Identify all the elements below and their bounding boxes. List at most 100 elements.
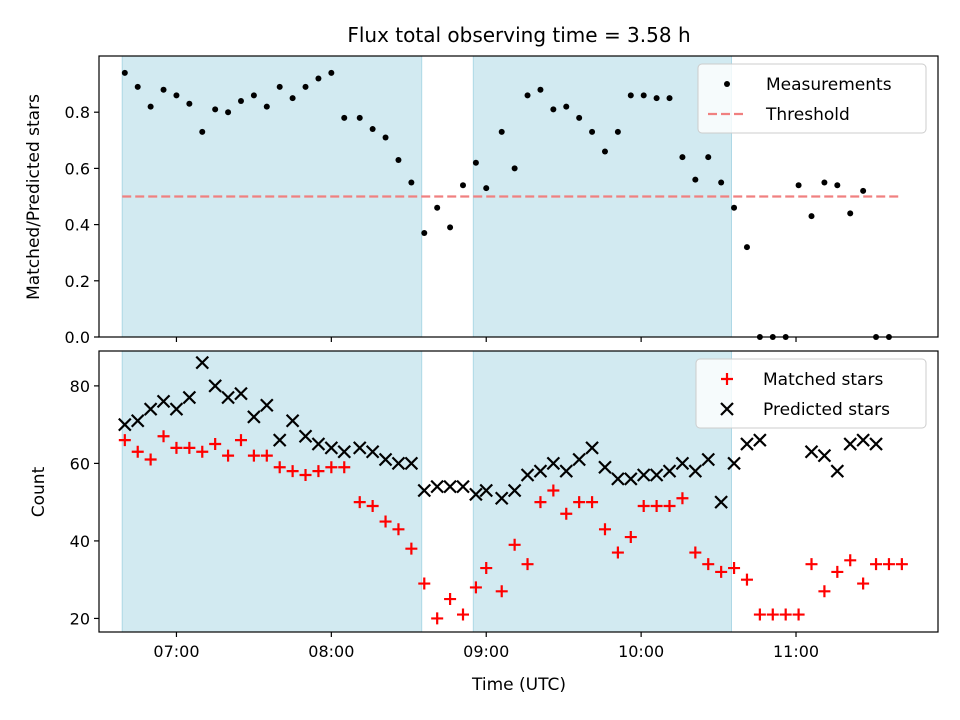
measurement-point [731,204,738,211]
measurement-point [237,97,244,104]
predicted-star-point [391,456,406,471]
matched-star-point [792,608,805,621]
measurement-point [692,176,699,183]
matched-star-point [676,492,689,505]
matched-star-point [234,434,247,447]
measurement-point [315,75,322,82]
matched-star-point [495,585,508,598]
bottom-legend-box [695,358,927,429]
matched-star-point [689,546,702,559]
matched-star-point [418,577,431,590]
matched-star-points [118,430,908,625]
predicted-star-point [156,394,171,409]
matched-star-point [196,445,209,458]
matched-star-point [702,558,715,571]
predicted-star-point [337,444,352,459]
legend-predicted-label: Predicted stars [763,400,890,420]
top-plot-frame [98,55,939,338]
measurement-point [834,182,841,189]
predicted-star-point [479,483,494,498]
x-tick-label: 11:00 [773,642,819,661]
predicted-star-point [740,437,754,451]
measurement-point [212,106,219,113]
predicted-star-point [520,468,535,482]
measurement-point [550,106,557,113]
predicted-star-point [143,402,158,416]
measurement-point [743,244,750,251]
predicted-star-point [378,452,393,467]
measurement-point [589,128,596,135]
top-y-ticks: 0.0 0.2 0.4 0.6 0.8 [65,103,99,347]
measurement-point [498,128,505,135]
matched-star-point [766,608,779,621]
matched-star-point [456,608,469,621]
predicted-star-point [298,429,313,444]
measurement-point [666,95,673,102]
measurement-point [160,86,167,93]
measurement-point [524,92,531,99]
predicted-star-point [688,464,703,478]
predicted-star-point [195,355,210,370]
y-tick-label: 0.8 [65,103,90,122]
x-axis-label: Time (UTC) [471,675,566,695]
measurement-point [576,114,583,121]
matched-star-point [895,558,908,571]
measurement-point [289,95,296,102]
predicted-star-point [260,398,274,413]
predicted-star-point [714,495,728,509]
measurement-point [601,148,608,155]
measurement-point [808,213,815,220]
bottom-y-axis-label: Count [29,466,49,517]
y-tick-label: 0.6 [65,159,90,178]
matched-star-point [131,445,144,458]
matched-star-point [624,531,637,544]
bottom-plot-frame [98,350,939,633]
matched-star-point [144,453,157,466]
matched-star-point [637,500,650,513]
matched-star-point [170,441,183,454]
predicted-star-point [118,417,132,432]
measurement-point [250,92,257,99]
measurement-point [382,134,389,141]
bottom-panel: 20 40 60 80 07:00 08:00 09:00 10:00 11:00 Count… [29,350,939,695]
predicted-star-point [804,444,819,459]
measurement-point [421,230,428,237]
predicted-star-point [701,452,716,467]
measurement-point [341,114,348,121]
predicted-star-point [352,441,367,455]
matched-star-point [818,585,831,598]
x-tick-label: 08:00 [308,642,354,661]
predicted-star-point [311,437,326,451]
predicted-star-point [182,390,197,405]
predicted-star-point [675,456,690,471]
predicted-star-point [753,433,767,447]
matched-star-point [222,449,235,462]
matched-star-point [779,608,792,621]
predicted-star-point [533,464,548,478]
legend-matched-marker [721,373,733,385]
predicted-star-point [221,390,235,405]
matched-star-point [586,496,599,509]
y-tick-label: 0.4 [65,216,90,235]
measurement-point [276,83,283,90]
matched-star-point [405,542,418,555]
measurement-point [847,210,854,217]
matched-star-point [573,496,586,509]
measurement-point [860,187,867,194]
matched-star-point [247,449,260,462]
predicted-star-point [417,483,432,498]
matched-star-point [209,438,222,451]
predicted-star-point [404,456,419,471]
y-tick-label: 60 [70,454,90,473]
y-tick-label: 80 [70,377,90,396]
predicted-star-point [611,472,625,486]
observing-span [472,55,732,338]
matched-star-point [547,484,560,497]
measurement-point [186,100,193,107]
y-tick-label: 0.0 [65,328,90,347]
matched-star-point [299,469,312,482]
predicted-star-point [598,460,612,475]
measurement-point [173,92,180,99]
bottom-y-ticks: 20 40 60 80 [70,377,99,628]
measurement-point [679,154,686,161]
